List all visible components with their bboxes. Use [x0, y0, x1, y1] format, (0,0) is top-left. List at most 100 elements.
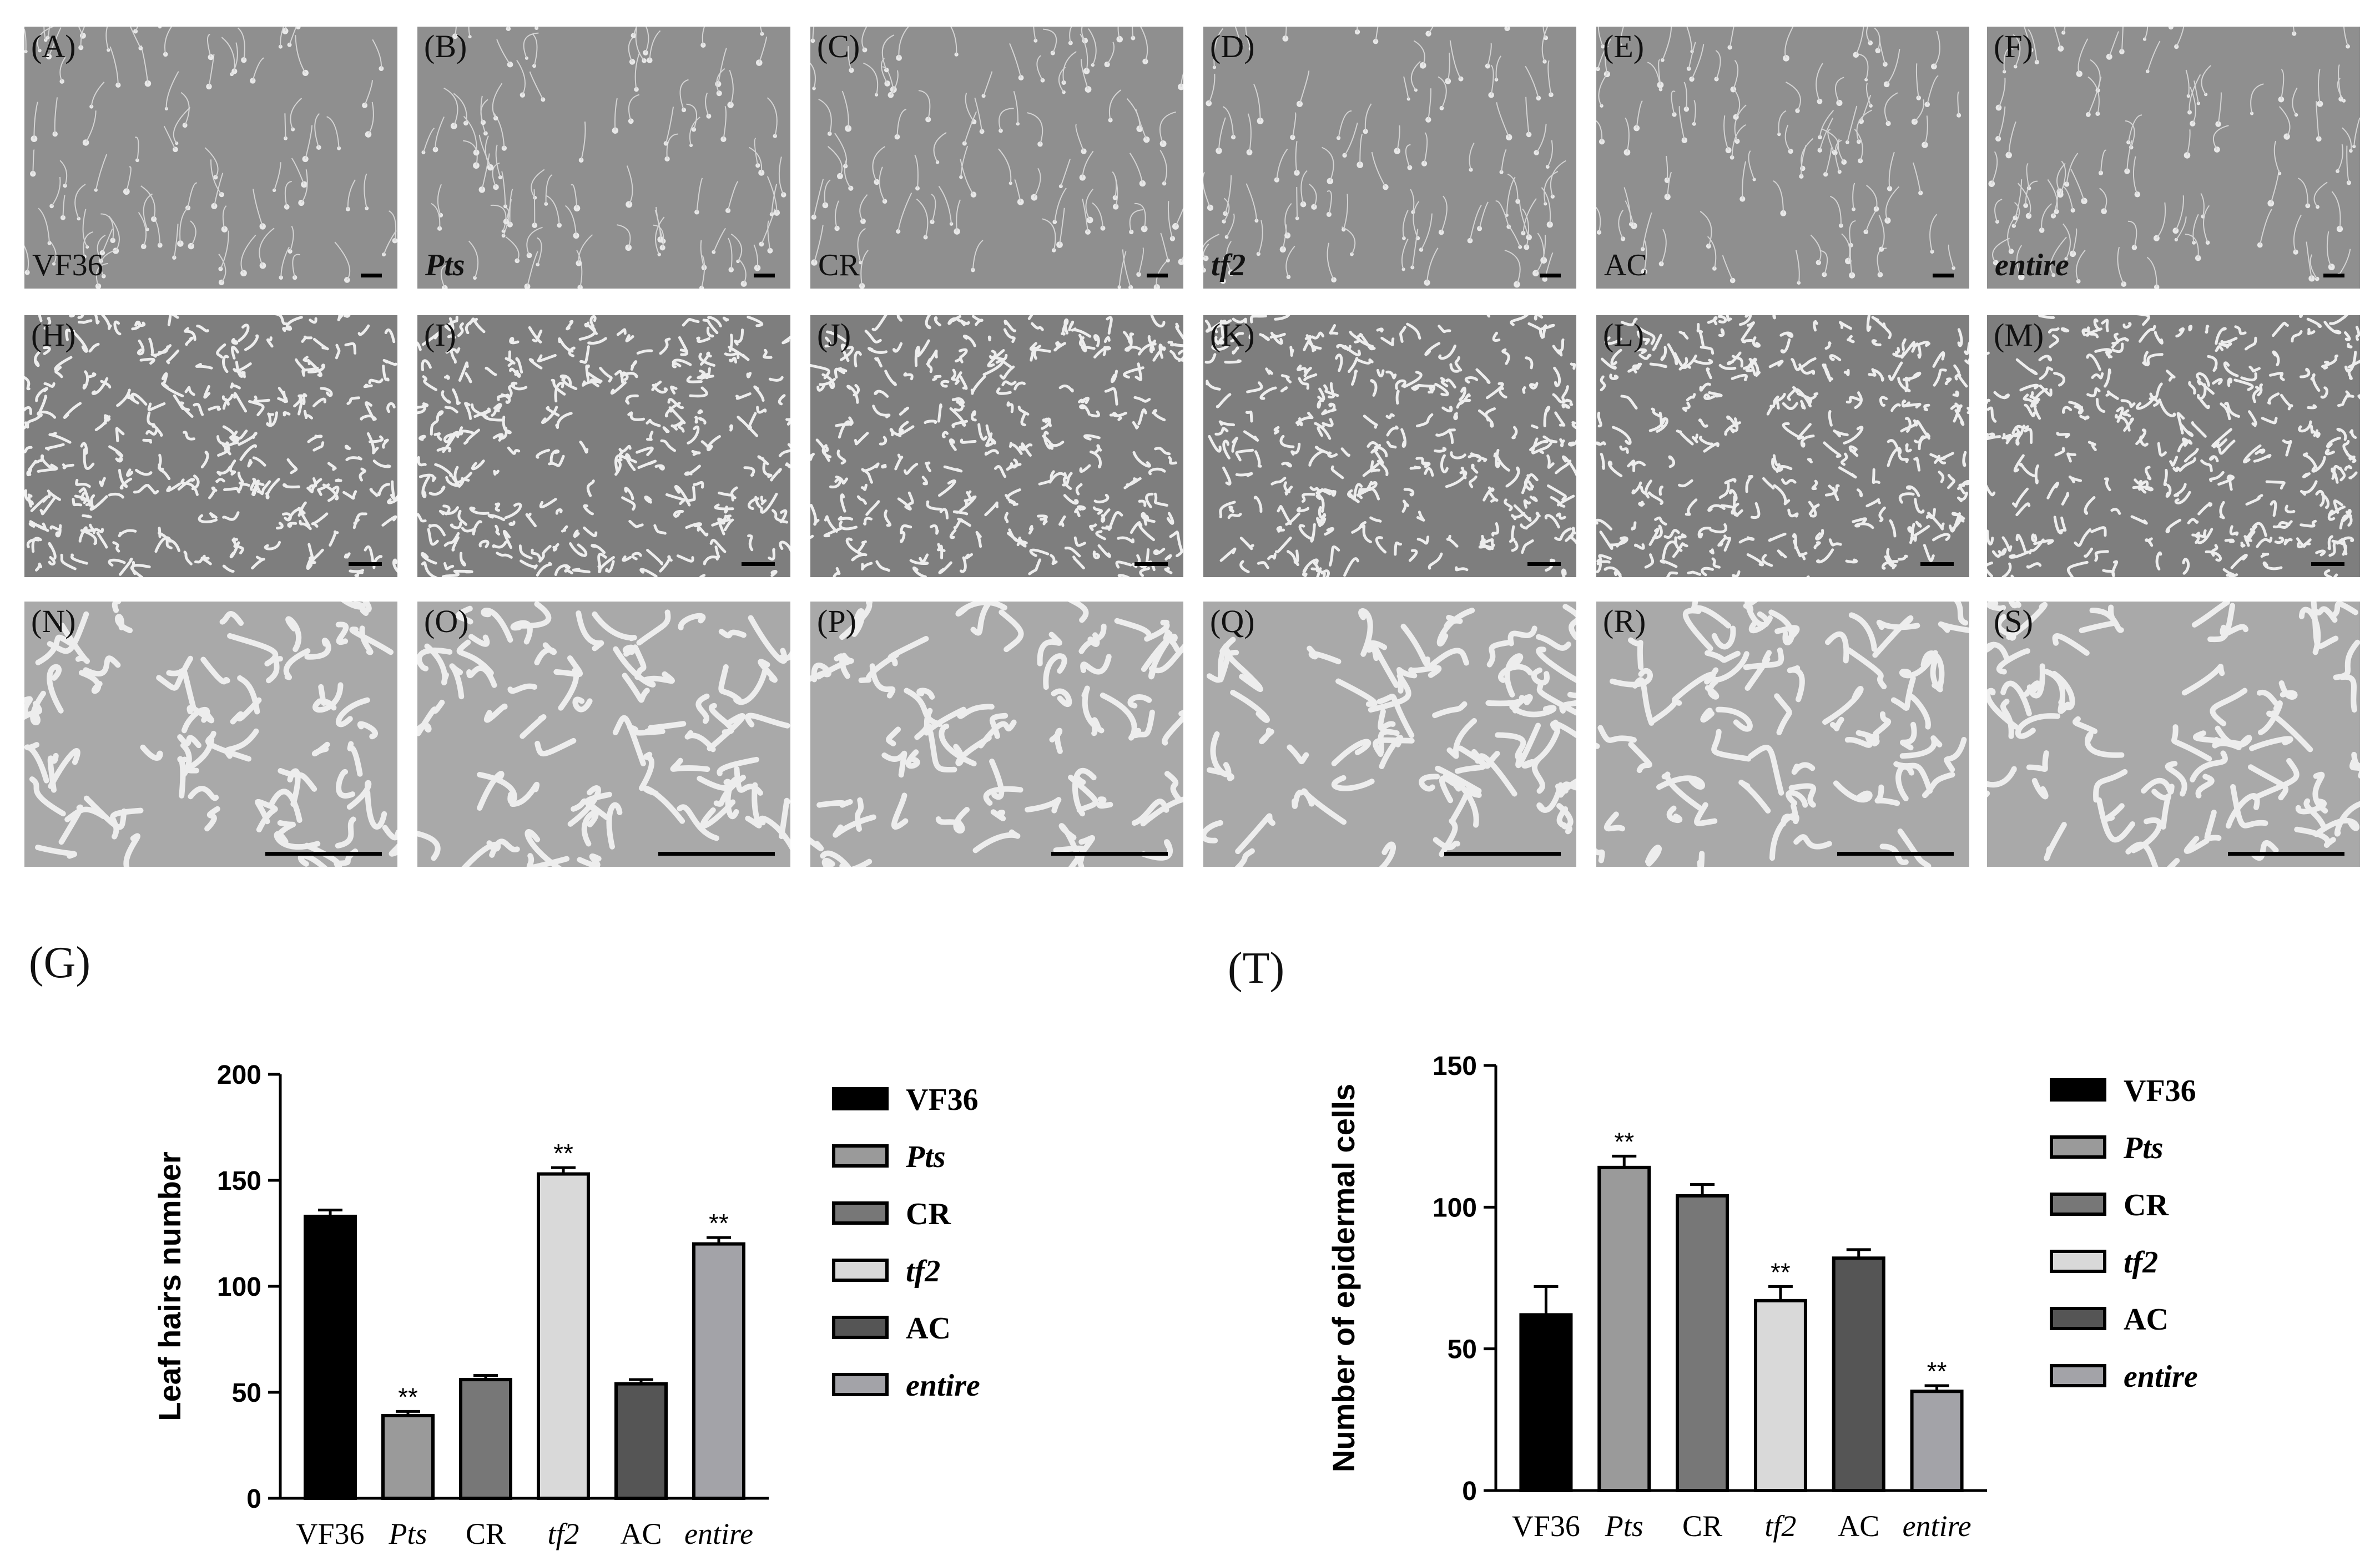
panel-label: (F) — [1994, 28, 2033, 64]
micrograph-panel: (Q) — [1203, 602, 1576, 867]
scale-bar — [265, 852, 382, 856]
legend-swatch — [832, 1201, 889, 1225]
micrograph-panel: (D) tf2 — [1203, 27, 1576, 289]
y-axis-label: Number of epidermal cells — [1326, 1084, 1361, 1472]
x-tick-label: entire — [1903, 1509, 1971, 1543]
scale-bar — [1837, 852, 1954, 856]
bar-ac — [614, 1382, 668, 1500]
panel-label: (M) — [1994, 317, 2044, 353]
bar-ac — [1832, 1256, 1885, 1492]
panel-label: (P) — [817, 603, 856, 639]
micrograph-panel: (A) VF36 — [24, 27, 397, 289]
scale-bar — [1444, 852, 1561, 856]
micrograph-panel: (K) — [1203, 315, 1576, 577]
bar-pts — [381, 1414, 435, 1501]
leaf-hairs-chart: 0 50 100 150 200 Leaf hairs number VF36 ** Pts CR… — [152, 1060, 980, 1550]
micrograph-panel: (M) — [1987, 315, 2360, 577]
panel-label: (N) — [31, 603, 76, 639]
y-tick-label: 100 — [1433, 1193, 1477, 1223]
y-tick-label: 150 — [217, 1166, 261, 1196]
scale-bar — [754, 274, 775, 277]
micrograph-panel: (H) — [24, 315, 397, 577]
significance-label: ** — [1614, 1127, 1634, 1156]
y-tick-label: 50 — [1448, 1335, 1477, 1365]
scale-bar — [658, 852, 775, 856]
scale-bar — [1933, 274, 1954, 277]
genotype-label: tf2 — [1211, 248, 1246, 282]
micrograph-panel: (R) — [1596, 602, 1969, 867]
y-tick-label: 150 — [1433, 1052, 1477, 1081]
panel-label: (O) — [424, 603, 469, 639]
legend-swatch — [832, 1144, 889, 1168]
panel-label: (S) — [1994, 603, 2033, 639]
bar-tf2 — [537, 1172, 590, 1501]
micrograph-panel: (L) — [1596, 315, 1969, 577]
legend-label: CR — [2124, 1188, 2169, 1223]
x-tick-label: Pts — [1605, 1509, 1643, 1543]
x-tick-label: AC — [620, 1517, 662, 1550]
legend-label: CR — [906, 1197, 951, 1231]
legend-label: entire — [2124, 1360, 2198, 1394]
micrograph-panel: (O) — [417, 602, 790, 867]
x-tick-label: entire — [684, 1517, 753, 1550]
bar-tf2 — [1753, 1299, 1807, 1492]
epidermal-cells-chart: 0 50 100 150 Number of epidermal cells VF36 **… — [1326, 1052, 2198, 1543]
scale-bar — [1920, 562, 1954, 566]
micrograph-panel: (I) — [417, 315, 790, 577]
significance-label: ** — [398, 1382, 418, 1411]
x-tick-label: VF36 — [296, 1517, 364, 1550]
panel-label: (J) — [817, 317, 851, 353]
x-tick-label: tf2 — [1764, 1509, 1796, 1543]
bar-cr — [1676, 1194, 1729, 1492]
panel-label: (K) — [1210, 317, 1255, 353]
legend-label: VF36 — [2124, 1074, 2196, 1108]
genotype-label: CR — [818, 248, 860, 282]
figure-label-t: (T) — [1228, 944, 1285, 993]
figure-label-g: (G) — [29, 938, 91, 987]
legend-swatch — [2050, 1193, 2106, 1216]
y-tick-label: 0 — [246, 1484, 261, 1514]
scale-bar — [742, 562, 775, 566]
legend-label: entire — [906, 1368, 980, 1403]
legend-label: VF36 — [906, 1083, 979, 1117]
legend-label: AC — [2124, 1302, 2169, 1337]
x-tick-label: tf2 — [547, 1517, 579, 1550]
bar-vf36 — [304, 1214, 357, 1500]
legend-label: Pts — [2123, 1131, 2164, 1165]
scale-bar — [2228, 852, 2344, 856]
scale-bar — [1540, 274, 1561, 277]
micrograph-panel: (F) entire — [1987, 27, 2360, 289]
panel-label: (E) — [1603, 28, 1645, 64]
significance-label: ** — [553, 1139, 573, 1168]
x-tick-label: AC — [1838, 1509, 1879, 1543]
panel-label: (R) — [1603, 603, 1646, 639]
significance-label: ** — [1771, 1257, 1791, 1286]
scale-bar — [2311, 562, 2344, 566]
y-tick-label: 0 — [1462, 1477, 1477, 1506]
panel-label: (L) — [1603, 317, 1645, 353]
genotype-label: Pts — [425, 248, 465, 282]
legend-label: Pts — [905, 1140, 946, 1174]
legend-swatch — [832, 1259, 889, 1282]
micrograph-panel: (B) Pts — [417, 27, 790, 289]
scale-bar — [1134, 562, 1168, 566]
panel-label: (Q) — [1210, 603, 1255, 639]
panel-label: (A) — [31, 28, 76, 64]
legend-swatch — [2050, 1250, 2106, 1273]
legend-swatch — [832, 1316, 889, 1339]
micrograph-panel: (P) — [810, 602, 1183, 867]
scale-bar — [2323, 274, 2344, 277]
bar-cr — [459, 1378, 512, 1501]
legend-label: AC — [906, 1311, 951, 1346]
x-tick-label: VF36 — [1512, 1509, 1580, 1543]
micrograph-panel: (N) — [24, 602, 397, 867]
panel-label: (C) — [817, 28, 860, 64]
y-tick-label: 200 — [217, 1060, 261, 1090]
y-axis-label: Leaf hairs number — [152, 1151, 187, 1421]
significance-label: ** — [1927, 1357, 1947, 1386]
scale-bar — [349, 562, 382, 566]
panel-label: (D) — [1210, 28, 1255, 64]
scale-bar — [1527, 562, 1561, 566]
scale-bar — [361, 274, 382, 277]
scale-bar — [1147, 274, 1168, 277]
